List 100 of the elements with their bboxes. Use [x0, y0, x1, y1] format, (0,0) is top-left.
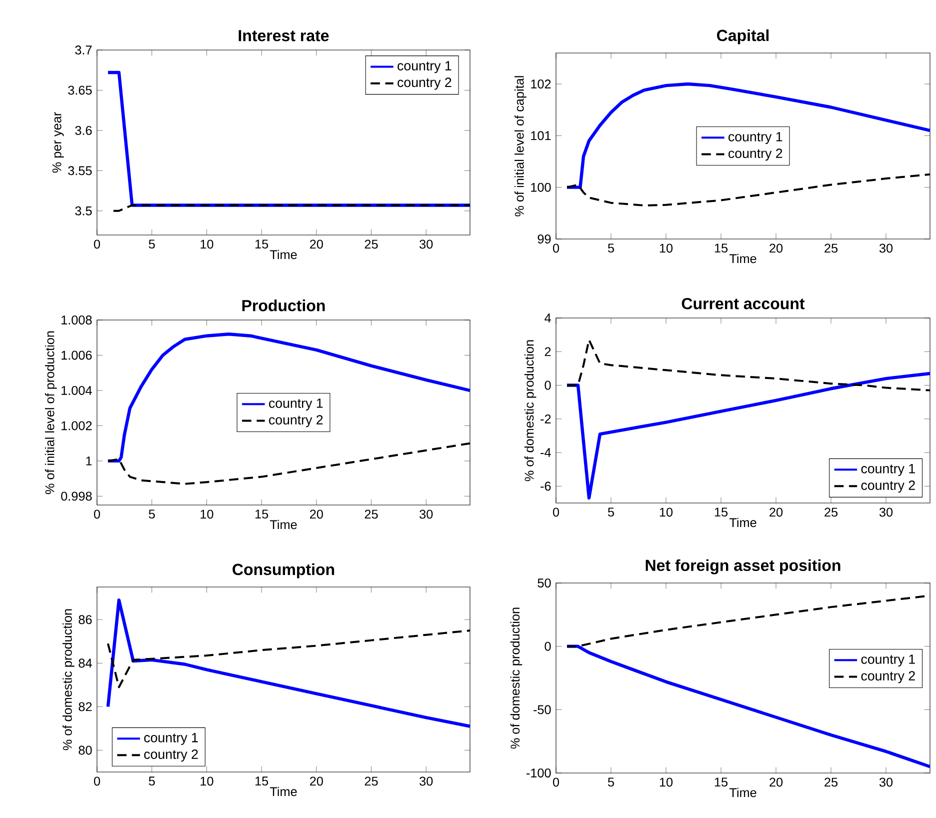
- x-tick-label: 20: [770, 778, 783, 787]
- x-tick-label: 25: [364, 240, 378, 249]
- y-axis-title: % per year: [52, 112, 64, 173]
- x-tick-label: 10: [660, 508, 673, 517]
- x-axis-title: Time: [270, 520, 297, 530]
- y-tick-label: 100: [531, 182, 551, 192]
- line-series: [565, 82, 930, 189]
- y-tick-label: 82: [78, 702, 92, 712]
- x-tick-label: 30: [879, 778, 893, 787]
- x-tick-label: 25: [824, 508, 838, 517]
- y-axis-title: % of initial level of production: [44, 331, 57, 494]
- x-tick-label: 30: [420, 776, 433, 786]
- x-tick-label: 25: [364, 510, 378, 519]
- y-tick-label: -100: [526, 768, 551, 778]
- y-axis-title: % of domestic production: [510, 608, 522, 749]
- y-tick-label: -2: [540, 414, 551, 424]
- x-tick-label: 30: [879, 244, 893, 253]
- legend-label: country 1: [269, 398, 323, 411]
- x-axis-title: Time: [729, 518, 756, 528]
- y-tick-label: 86: [78, 615, 92, 624]
- legend-label: country 1: [861, 654, 915, 667]
- y-axis-title: % of domestic production: [524, 340, 536, 482]
- x-tick-label: 0: [94, 240, 100, 249]
- y-axis-title: % of domestic production: [62, 609, 74, 750]
- x-tick-label: 0: [552, 778, 560, 787]
- chart-title: Production: [242, 300, 325, 312]
- x-tick-label: 10: [200, 240, 214, 249]
- y-tick-label: 0: [544, 642, 551, 651]
- y-tick-label: 2: [544, 347, 551, 356]
- x-tick-label: 20: [310, 240, 323, 249]
- y-tick-label: 80: [78, 746, 92, 755]
- y-tick-label: -4: [540, 448, 551, 457]
- legend-label: country 2: [269, 415, 323, 428]
- y-tick-label: 0.998: [61, 492, 92, 501]
- y-tick-label: 1.008: [62, 316, 92, 324]
- x-tick-label: 30: [420, 240, 433, 249]
- y-tick-label: 1: [86, 456, 92, 466]
- y-tick-label: 1.006: [62, 350, 92, 360]
- y-tick-label: 1.004: [62, 386, 92, 395]
- x-axis-title: Time: [729, 254, 756, 264]
- y-tick-label: 50: [538, 578, 551, 588]
- chart-title: Interest rate: [238, 30, 329, 42]
- x-tick-label: 5: [608, 244, 614, 253]
- x-tick-label: 0: [552, 244, 560, 253]
- x-tick-label: 10: [660, 778, 673, 787]
- y-tick-label: 102: [531, 80, 551, 88]
- legend-label: country 1: [728, 132, 782, 144]
- y-tick-label: -50: [534, 705, 551, 714]
- y-tick-label: 3.65: [68, 86, 92, 95]
- legend-label: country 1: [861, 464, 915, 476]
- x-tick-label: 30: [420, 510, 433, 519]
- x-tick-label: 20: [770, 244, 783, 253]
- x-tick-label: 15: [255, 776, 268, 786]
- x-tick-label: 10: [660, 244, 673, 253]
- legend-label: country 1: [398, 61, 452, 74]
- y-tick-label: 4: [544, 314, 551, 322]
- y-tick-label: 3.5: [75, 206, 92, 216]
- y-tick-label: 3.6: [75, 126, 92, 135]
- y-tick-label: -6: [540, 482, 551, 491]
- chart-title: Capital: [716, 29, 769, 44]
- x-tick-label: 15: [255, 510, 268, 519]
- line-series: [106, 598, 470, 728]
- y-axis-title: % of initial level of capital: [514, 76, 526, 216]
- x-tick-label: 10: [200, 510, 214, 519]
- y-tick-label: 3.55: [68, 166, 92, 176]
- x-tick-label: 30: [879, 508, 893, 517]
- x-tick-label: 25: [364, 776, 378, 786]
- y-tick-label: 99: [538, 234, 551, 244]
- x-axis-title: Time: [270, 250, 297, 260]
- chart-title: Consumption: [232, 563, 334, 578]
- chart-title: Net foreign asset position: [646, 559, 840, 574]
- line-series: [106, 332, 470, 463]
- x-tick-label: 25: [824, 778, 838, 787]
- x-tick-label: 0: [552, 508, 560, 517]
- x-tick-label: 15: [255, 240, 268, 249]
- chart-title: Current account: [682, 298, 805, 310]
- legend-label: country 2: [861, 480, 915, 493]
- x-tick-label: 25: [824, 244, 838, 253]
- x-tick-label: 5: [608, 778, 614, 787]
- x-tick-label: 20: [310, 776, 323, 786]
- x-tick-label: 0: [94, 776, 100, 786]
- x-tick-label: 15: [714, 244, 728, 253]
- legend-label: country 2: [728, 148, 782, 161]
- y-tick-label: 3.7: [75, 46, 92, 54]
- y-tick-label: 1.002: [62, 421, 92, 430]
- x-tick-label: 20: [310, 510, 323, 519]
- x-axis-title: Time: [729, 788, 756, 798]
- x-tick-label: 5: [148, 510, 155, 519]
- x-tick-label: 15: [714, 508, 728, 517]
- line-series: [565, 372, 930, 500]
- x-tick-label: 0: [94, 510, 100, 519]
- legend-label: country 2: [861, 671, 915, 684]
- x-tick-label: 5: [608, 508, 614, 517]
- legend-label: country 2: [398, 78, 452, 90]
- x-tick-label: 15: [714, 778, 728, 787]
- x-tick-label: 20: [770, 508, 783, 517]
- y-tick-label: 101: [531, 131, 551, 140]
- y-tick-label: 84: [78, 658, 92, 668]
- x-tick-label: 5: [148, 776, 155, 786]
- x-tick-label: 10: [200, 776, 214, 786]
